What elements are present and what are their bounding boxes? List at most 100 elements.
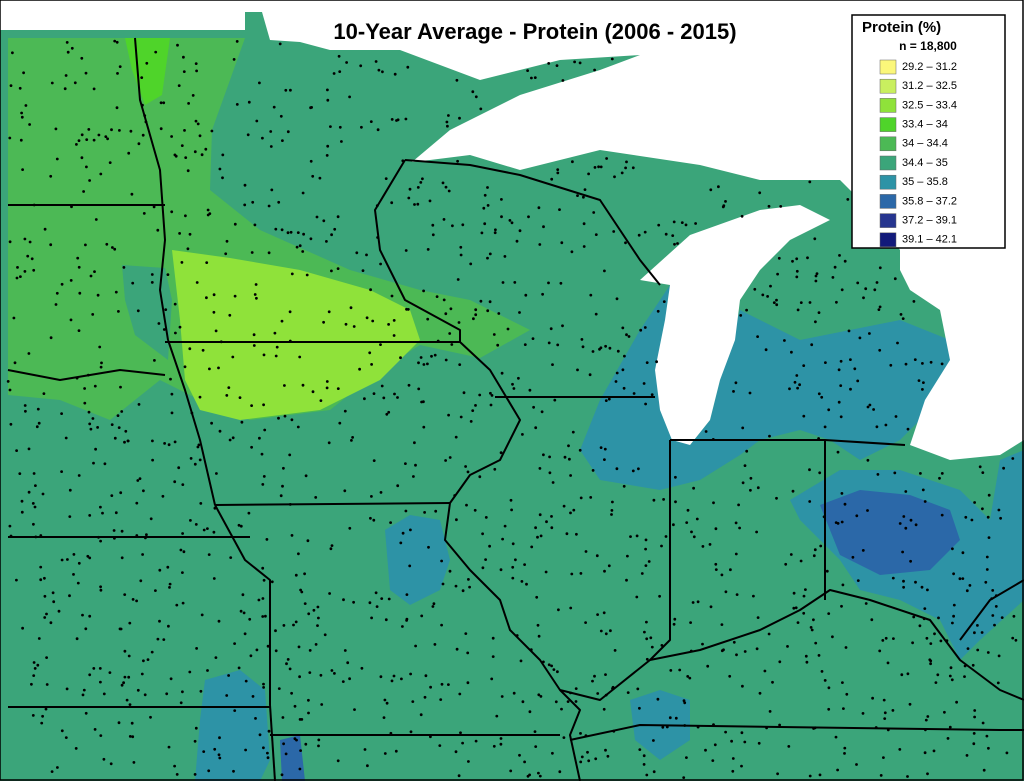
sample-point — [43, 576, 46, 580]
sample-point — [996, 681, 1000, 685]
sample-point — [464, 632, 468, 635]
sample-point — [233, 294, 237, 298]
sample-point — [238, 396, 242, 399]
sample-point — [488, 252, 492, 256]
sample-point — [60, 470, 63, 473]
sample-point — [735, 653, 738, 657]
sample-point — [584, 621, 587, 624]
sample-point — [64, 436, 68, 440]
sample-point — [141, 103, 144, 107]
sample-point — [684, 223, 688, 227]
sample-point — [599, 446, 603, 449]
sample-point — [562, 736, 566, 739]
sample-point — [246, 133, 250, 137]
sample-point — [49, 336, 53, 340]
legend-label: 37.2 – 39.1 — [902, 215, 957, 227]
sample-point — [639, 328, 643, 332]
sample-point — [515, 239, 519, 243]
sample-point — [326, 144, 330, 148]
sample-point — [87, 410, 91, 414]
sample-point — [563, 455, 567, 459]
sample-point — [574, 700, 578, 703]
sample-point — [551, 481, 555, 484]
sample-point — [921, 488, 925, 492]
sample-point — [280, 319, 284, 323]
sample-point — [102, 757, 106, 761]
sample-point — [1011, 457, 1015, 460]
sample-point — [775, 496, 778, 500]
sample-point — [919, 472, 922, 475]
sample-point — [489, 403, 493, 407]
sample-point — [188, 232, 192, 236]
sample-point — [252, 344, 256, 347]
sample-point — [51, 591, 55, 595]
sample-point — [201, 348, 205, 352]
sample-point — [792, 591, 796, 595]
sample-point — [448, 332, 452, 335]
sample-point — [288, 310, 292, 314]
sample-point — [844, 646, 848, 649]
sample-point — [98, 667, 102, 670]
sample-point — [766, 295, 769, 298]
sample-point — [274, 629, 277, 633]
sample-point — [660, 644, 664, 647]
sample-point — [808, 500, 812, 503]
sample-point — [217, 619, 221, 623]
sample-point — [298, 767, 302, 771]
sample-point — [652, 739, 655, 742]
sample-point — [611, 687, 614, 690]
sample-point — [206, 208, 210, 212]
sample-point — [964, 515, 968, 519]
sample-point — [553, 398, 557, 402]
sample-point — [422, 289, 425, 293]
sample-point — [515, 634, 519, 637]
sample-point — [982, 768, 986, 772]
sample-point — [595, 554, 599, 558]
sample-point — [537, 693, 541, 697]
sample-point — [146, 658, 150, 661]
sample-point — [453, 494, 457, 497]
sample-point — [621, 326, 625, 330]
sample-point — [970, 518, 974, 522]
sample-point — [438, 744, 442, 747]
sample-point — [128, 703, 132, 706]
sample-point — [578, 61, 582, 65]
sample-point — [99, 585, 102, 589]
sample-point — [943, 710, 946, 714]
sample-point — [387, 597, 391, 601]
sample-point — [277, 200, 281, 204]
sample-point — [806, 256, 809, 260]
sample-point — [243, 183, 247, 187]
sample-point — [604, 344, 607, 348]
sample-point — [266, 751, 269, 755]
sample-point — [842, 707, 845, 710]
sample-point — [327, 441, 331, 445]
region-35-35.8 — [385, 515, 450, 605]
sample-point — [317, 738, 321, 742]
sample-point — [631, 469, 635, 473]
sample-point — [958, 577, 962, 581]
sample-point — [83, 401, 87, 405]
sample-point — [177, 466, 181, 470]
sample-point — [135, 534, 139, 537]
sample-point — [495, 714, 499, 718]
sample-point — [714, 562, 718, 566]
sample-point — [701, 642, 704, 646]
sample-point — [414, 644, 417, 648]
sample-point — [108, 671, 112, 674]
sample-point — [262, 353, 266, 357]
sample-point — [177, 84, 181, 87]
sample-point — [866, 458, 870, 462]
sample-point — [901, 317, 905, 320]
sample-point — [182, 55, 185, 59]
sample-point — [26, 254, 30, 258]
sample-point — [582, 245, 586, 248]
sample-point — [488, 544, 491, 548]
sample-point — [445, 120, 449, 124]
sample-point — [251, 695, 255, 698]
sample-point — [184, 214, 187, 218]
sample-point — [839, 384, 843, 387]
sample-point — [745, 449, 749, 453]
sample-point — [99, 365, 103, 369]
sample-point — [775, 303, 779, 307]
